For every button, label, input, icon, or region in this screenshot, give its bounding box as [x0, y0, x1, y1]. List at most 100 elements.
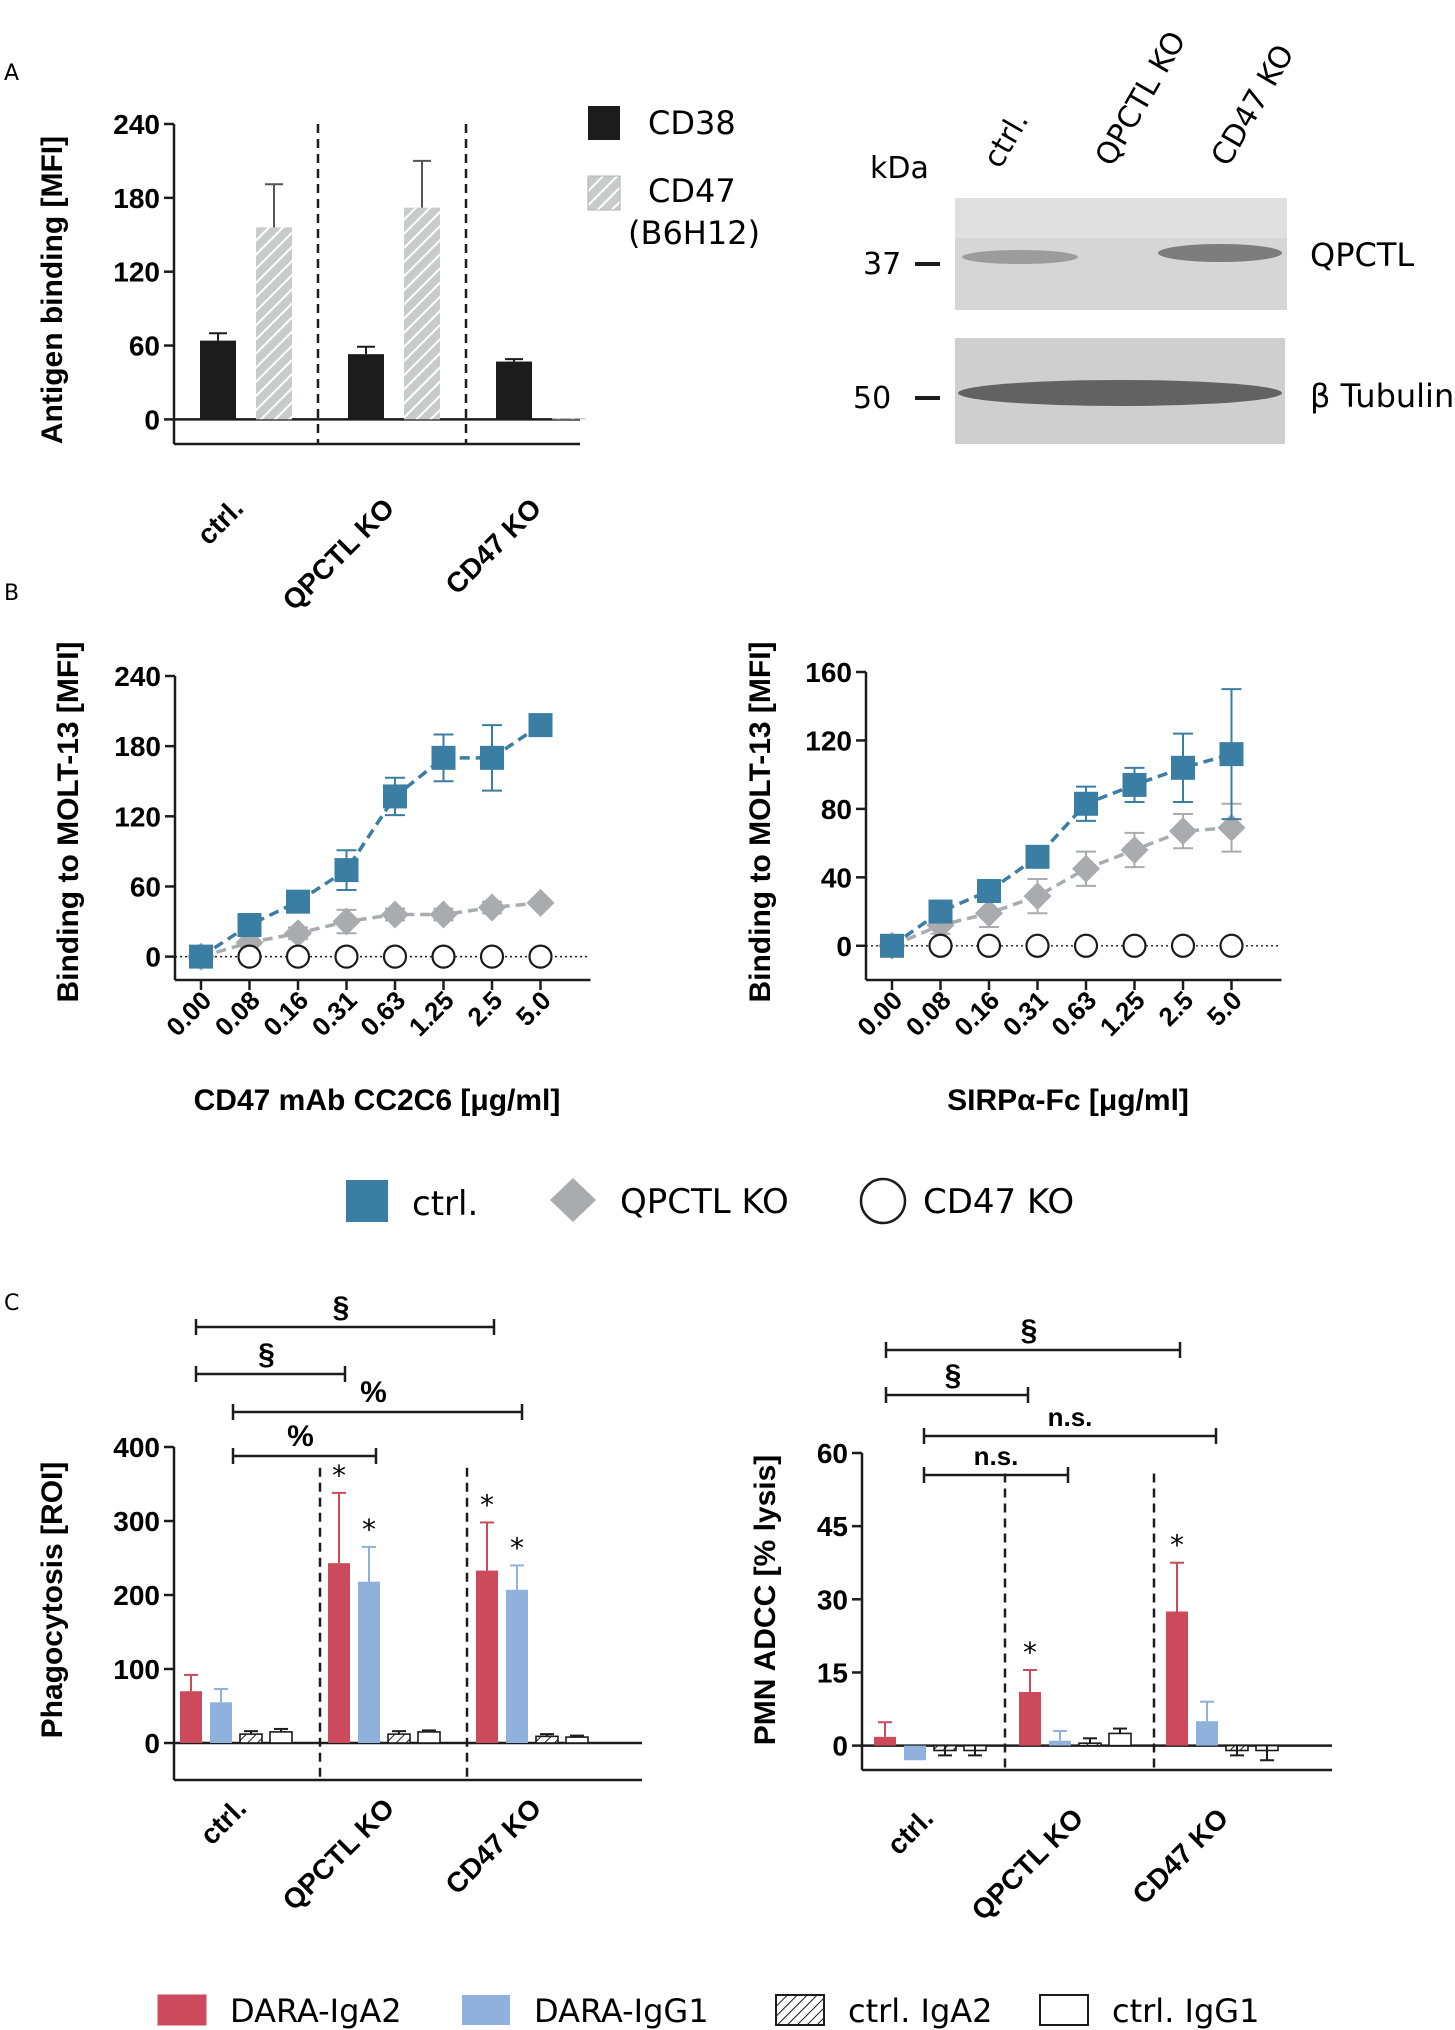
panel-label-c: C — [4, 1291, 19, 1316]
bl-cd47-point — [479, 944, 505, 969]
cl-y-tick-label: 300 — [113, 1506, 160, 1537]
panel-b-left: Binding to MOLT-13 [MFI] 0 60 120 180 240 0.0… — [52, 641, 591, 1117]
a-bar-cd47-1 — [404, 207, 440, 420]
a-y-tick-label: 0 — [144, 404, 160, 435]
bl-qpctl-point — [478, 893, 506, 922]
legend-c: DARA-IgA2 DARA-IgG1 ctrl. IgA2 ctrl. IgG… — [157, 1992, 1259, 2030]
legend-a-cd47-label: CD47 — [648, 172, 736, 210]
b-left-marks — [187, 713, 555, 971]
bl-ctrl-point — [528, 713, 553, 738]
bl-x-tick-label: 5.0 — [510, 985, 557, 1032]
br-ctrl-point — [1219, 742, 1244, 767]
br-y-tick-label: 80 — [821, 794, 852, 825]
cl-bar-s3-g1 — [417, 1731, 441, 1744]
panel-label-b: B — [4, 581, 19, 606]
legend-c-iga2-label: DARA-IgA2 — [230, 1992, 402, 2030]
blot-label-tubulin: β Tubulin — [1310, 377, 1454, 415]
br-ctrl-point — [1171, 755, 1195, 780]
blot-lane-ctrl: ctrl. — [977, 106, 1037, 174]
legend-c-iga2-swatch — [157, 1994, 207, 2026]
bl-ctrl-point — [383, 784, 407, 809]
blot-marker-50: 50 — [853, 381, 891, 416]
cr-y-tick-label: 60 — [817, 1438, 848, 1469]
br-qpctl-point — [1169, 817, 1197, 846]
legend-c-ctrl-iga2-label: ctrl. IgA2 — [848, 1992, 993, 2030]
br-x-tick-label: 0.31 — [997, 985, 1054, 1042]
legend-c-ctrl-iga2-swatch — [775, 1994, 825, 2026]
cr-significance-star: * — [1170, 1529, 1184, 1562]
cr-y-tick-label: 0 — [832, 1731, 848, 1762]
a-axes: 0 60 120 180 240 — [113, 109, 580, 446]
a-y-tick-label: 120 — [113, 257, 160, 288]
cr-y-tick-label: 30 — [817, 1584, 848, 1615]
a-bar-cd38-2 — [496, 361, 532, 420]
cr-bar-s2-g1 — [1078, 1742, 1102, 1747]
br-ctrl-point — [1074, 791, 1098, 816]
br-cd47-point — [976, 933, 1002, 958]
cl-bar-s0-g0 — [180, 1691, 202, 1743]
cl-comparison-symbol: % — [287, 1420, 314, 1453]
b-right-marks — [878, 688, 1246, 960]
bl-x-tick-label: 0.63 — [354, 985, 411, 1042]
cr-comparison-symbol: n.s. — [974, 1441, 1019, 1471]
cl-significance-star: * — [332, 1459, 346, 1492]
a-bar-cd47-2 — [552, 418, 588, 420]
bl-cd47-point — [334, 944, 359, 969]
br-x-tick-label: 1.25 — [1094, 985, 1151, 1042]
a-bar-cd38-0 — [200, 340, 236, 420]
cl-bar-s1-g0 — [210, 1702, 232, 1743]
c-right-xtick-cd47: CD47 KO — [1126, 1802, 1234, 1910]
cl-bar-s1-g1 — [358, 1581, 380, 1743]
legend-c-igg1-swatch — [462, 1995, 510, 2025]
cl-y-tick-label: 400 — [113, 1432, 160, 1463]
cl-y-tick-label: 200 — [113, 1580, 160, 1611]
panel-a-bar-chart: Antigen binding [MFI] 0 60 120 180 240 ctrl.… — [36, 109, 588, 616]
blot-label-qpctl: QPCTL — [1310, 236, 1414, 274]
br-y-tick-label: 40 — [821, 862, 852, 893]
a-y-tick-label: 60 — [129, 331, 160, 362]
legend-a-cd38-swatch — [588, 106, 620, 140]
c-right-marks: * * § § n.s. n.s. — [874, 1314, 1279, 1762]
bl-cd47-point — [285, 944, 311, 969]
a-xtick-cd47: CD47 KO — [439, 492, 547, 600]
bl-y-tick-label: 180 — [114, 731, 161, 762]
br-ctrl-point — [1122, 772, 1147, 797]
cr-bar-s0-g1 — [1019, 1691, 1041, 1746]
blot-band-qpctl-cd47 — [1158, 244, 1282, 262]
b-left-ylabel: Binding to MOLT-13 [MFI] — [52, 641, 85, 1002]
b-right-ylabel: Binding to MOLT-13 [MFI] — [744, 641, 777, 1002]
b-left-axes: 0 60 120 180 240 0.000.080.160.310.631.25 2.5 5… — [114, 661, 591, 1042]
legend-c-igg1-label: DARA-IgG1 — [534, 1992, 709, 2030]
br-ctrl-point — [1025, 844, 1050, 869]
br-cd47-point — [1025, 933, 1050, 958]
br-x-tick-label: 0.08 — [900, 985, 957, 1042]
b-left-xlabel: CD47 mAb CC2C6 [μg/ml] — [194, 1084, 561, 1117]
bl-x-tick-label: 2.5 — [461, 985, 508, 1032]
bl-qpctl-point — [332, 907, 361, 936]
cl-comparison-symbol: § — [258, 1338, 275, 1371]
cl-significance-star: * — [362, 1513, 376, 1546]
br-cd47-point — [1122, 933, 1147, 958]
legend-c-ctrl-igg1-label: ctrl. IgG1 — [1112, 1992, 1259, 2030]
bl-ctrl-point — [431, 745, 456, 770]
bl-y-tick-label: 0 — [145, 942, 161, 973]
legend-a-cd38-label: CD38 — [648, 104, 736, 142]
blot-marker-37: 37 — [863, 247, 901, 282]
legend-b-cd47-label: CD47 KO — [923, 1182, 1074, 1222]
bl-cd47-point — [237, 944, 262, 969]
panel-c-left: Phagocytosis [ROI] 0 100 200 300 400 * * * * § §%… — [36, 1291, 642, 1916]
legend-b-ctrl-marker — [346, 1180, 388, 1222]
c-right-axes: 0 15 30 45 60 — [817, 1438, 1332, 1772]
legend-b-qpctl-label: QPCTL KO — [620, 1182, 789, 1222]
br-cd47-point — [1219, 933, 1244, 958]
cr-bar-s0-g2 — [1166, 1611, 1188, 1746]
cl-bar-s2-g1 — [387, 1733, 411, 1744]
a-xtick-ctrl: ctrl. — [191, 492, 249, 550]
cr-y-tick-label: 15 — [817, 1657, 848, 1688]
cl-y-tick-label: 100 — [113, 1654, 160, 1685]
bl-cd47-point — [528, 944, 553, 969]
cl-y-tick-label: 0 — [144, 1728, 160, 1759]
cl-bar-s3-g0 — [269, 1731, 293, 1744]
blot-kda-label: kDa — [870, 151, 929, 186]
